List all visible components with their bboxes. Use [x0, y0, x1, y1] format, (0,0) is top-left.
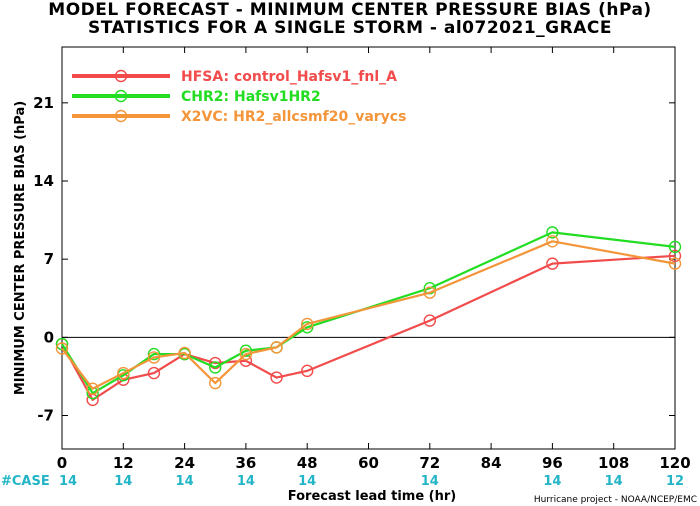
legend-label: HFSA: control_Hafsv1_fnl_A	[181, 69, 397, 85]
x-tick-label: 24	[174, 454, 195, 472]
x-tick-label: 72	[419, 454, 440, 472]
data-point	[668, 240, 682, 254]
data-point	[178, 346, 191, 360]
data-point	[239, 347, 253, 361]
data-point	[147, 351, 161, 364]
x-tick-label: 120	[659, 454, 690, 472]
case-count: 14	[605, 474, 623, 489]
data-point	[270, 371, 283, 384]
data-point	[668, 249, 682, 263]
x-tick-label: 36	[235, 454, 256, 472]
x-tick-label: 96	[542, 454, 563, 472]
legend-label: X2VC: HR2_allcsmf20_varycs	[181, 109, 406, 125]
case-count: 14	[543, 474, 561, 489]
series-layer	[55, 226, 682, 407]
case-count: 12	[666, 474, 684, 489]
x-tick-label: 12	[113, 454, 134, 472]
legend-item: CHR2: Hafsv1HR2	[72, 89, 321, 105]
data-point	[301, 317, 314, 331]
y-tick-label: 14	[33, 172, 54, 190]
case-label: #CASE	[1, 474, 50, 489]
x-tick-label: 84	[481, 454, 502, 472]
data-point	[239, 344, 253, 357]
y-tick-label: 7	[44, 250, 54, 268]
case-counts: #CASE 14 14 14 14 14 14 14 14 12	[1, 474, 684, 489]
data-point	[55, 342, 69, 355]
y-axis-label: MINIMUM CENTER PRESSURE BIAS (hPa)	[13, 101, 28, 395]
x-tick-label: 48	[297, 454, 318, 472]
case-count: 14	[176, 474, 194, 489]
data-point	[270, 341, 283, 354]
chart-title: MODEL FORECAST - MINIMUM CENTER PRESSURE…	[48, 0, 652, 20]
data-point	[423, 286, 436, 299]
data-point	[86, 382, 99, 395]
series-3	[55, 235, 682, 395]
legend-label: CHR2: Hafsv1HR2	[181, 89, 321, 105]
data-point	[546, 235, 559, 248]
credit-text: Hurricane project - NOAA/NCEP/EMC	[534, 495, 697, 505]
case-count: 14	[237, 474, 255, 489]
y-tick-label: 21	[33, 94, 54, 112]
series-1	[55, 249, 682, 407]
legend-item: X2VC: HR2_allcsmf20_varycs	[72, 109, 406, 125]
data-point	[546, 257, 559, 270]
legend-marker	[114, 89, 128, 103]
y-tick-label: -7	[37, 407, 54, 425]
case-count: 14	[114, 474, 132, 489]
data-point	[209, 361, 222, 374]
data-point	[423, 314, 436, 327]
data-point	[147, 366, 161, 380]
series-line	[61, 231, 676, 395]
legend: HFSA: control_Hafsv1_fnl_A CHR2: Hafsv1HR…	[72, 69, 406, 125]
case-count: 14	[421, 474, 439, 489]
x-tick-label: 60	[358, 454, 379, 472]
legend-marker	[114, 69, 128, 83]
data-point	[668, 257, 682, 270]
axis-ticks: 0 12 24 36 48 60 72 84 96 108 120 -7 0 7 14 21	[33, 47, 691, 472]
series-line	[61, 240, 676, 390]
x-tick-label: 108	[598, 454, 629, 472]
data-point	[301, 364, 314, 378]
x-axis-label: Forecast lead time (hr)	[288, 489, 456, 504]
y-tick-label: 0	[44, 328, 54, 346]
chart-subtitle: STATISTICS FOR A SINGLE STORM - al072021…	[88, 18, 612, 38]
legend-item: HFSA: control_Hafsv1_fnl_A	[72, 69, 397, 85]
data-point	[546, 226, 559, 239]
data-point	[147, 347, 161, 361]
case-count: 14	[59, 474, 77, 489]
legend-marker	[114, 109, 128, 123]
data-point	[209, 376, 222, 390]
data-point	[117, 366, 130, 380]
case-count: 14	[298, 474, 316, 489]
x-tick-label: 0	[57, 454, 67, 472]
